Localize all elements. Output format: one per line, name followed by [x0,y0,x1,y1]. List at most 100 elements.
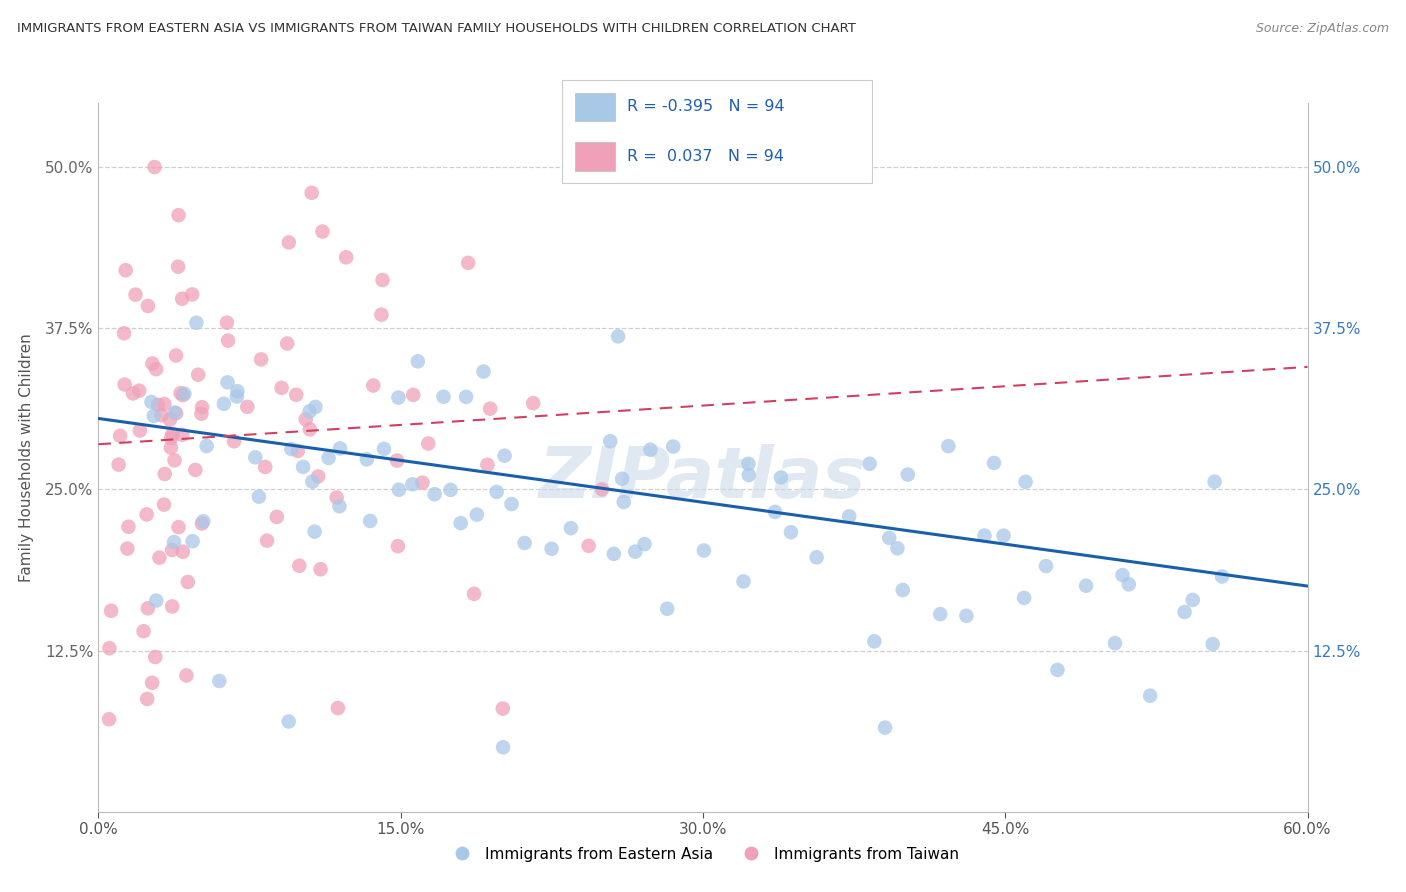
Point [277,235,299,250]
Point [122,386,145,401]
Point [863,634,886,648]
Point [929,607,952,621]
Point [432,390,454,404]
Point [141,356,163,370]
Point [304,400,326,414]
Point [450,516,472,530]
Point [176,668,198,682]
Point [225,389,247,403]
Point [160,599,183,614]
Point [276,336,298,351]
Point [117,520,139,534]
Point [142,409,165,423]
Point [145,593,167,607]
Point [411,475,433,490]
Point [163,535,186,549]
Point [150,409,173,423]
Point [222,434,245,449]
Point [485,484,508,499]
Point [193,514,215,528]
Point [1111,568,1133,582]
Point [325,491,347,505]
Point [301,186,323,200]
Point [165,406,187,420]
Point [591,483,613,497]
Point [1104,636,1126,650]
Point [245,450,267,465]
Point [1035,559,1057,574]
Point [153,498,176,512]
Legend: Immigrants from Eastern Asia, Immigrants from Taiwan: Immigrants from Eastern Asia, Immigrants… [440,840,966,868]
Point [285,388,308,402]
Point [769,470,792,484]
Point [132,624,155,639]
Point [167,520,190,534]
Point [208,673,231,688]
Point [838,509,860,524]
Point [522,396,544,410]
Point [254,459,277,474]
Point [454,390,477,404]
Point [1181,593,1204,607]
Point [662,440,685,454]
Point [136,692,159,706]
Point [938,439,960,453]
Point [1211,569,1233,583]
Point [128,424,150,438]
Point [477,458,499,472]
Point [250,352,273,367]
Point [877,531,900,545]
Point [387,391,409,405]
Point [859,457,882,471]
Point [307,469,329,483]
Point [148,550,170,565]
Point [98,641,121,656]
Point [247,490,270,504]
Point [359,514,381,528]
Point [301,475,323,489]
Point [136,601,159,615]
Point [806,550,828,565]
Point [610,472,633,486]
Point [287,444,309,458]
Point [124,287,146,301]
Point [356,452,378,467]
Point [217,376,239,390]
Point [98,712,121,726]
Point [897,467,920,482]
Point [891,582,914,597]
Point [280,442,302,456]
Point [288,558,311,573]
Point [457,256,479,270]
Point [266,509,288,524]
Point [335,250,357,264]
Point [173,386,195,401]
Point [973,528,995,542]
Point [160,431,183,445]
Point [100,604,122,618]
Point [1074,579,1097,593]
Point [1139,689,1161,703]
Point [501,497,523,511]
Point [146,398,169,412]
Point [181,287,204,301]
Point [603,547,626,561]
Point [560,521,582,535]
Text: R = -0.395   N = 94: R = -0.395 N = 94 [627,99,785,114]
Point [217,334,239,348]
Point [733,574,755,589]
Point [181,534,204,549]
Point [167,260,190,274]
Point [1118,577,1140,591]
FancyBboxPatch shape [575,142,614,170]
Point [599,434,621,449]
Point [492,740,515,755]
Point [472,365,495,379]
Point [329,442,352,456]
Point [277,714,299,729]
Point [465,508,488,522]
Y-axis label: Family Households with Children: Family Households with Children [18,333,34,582]
Point [177,574,200,589]
Point [1204,475,1226,489]
Point [578,539,600,553]
